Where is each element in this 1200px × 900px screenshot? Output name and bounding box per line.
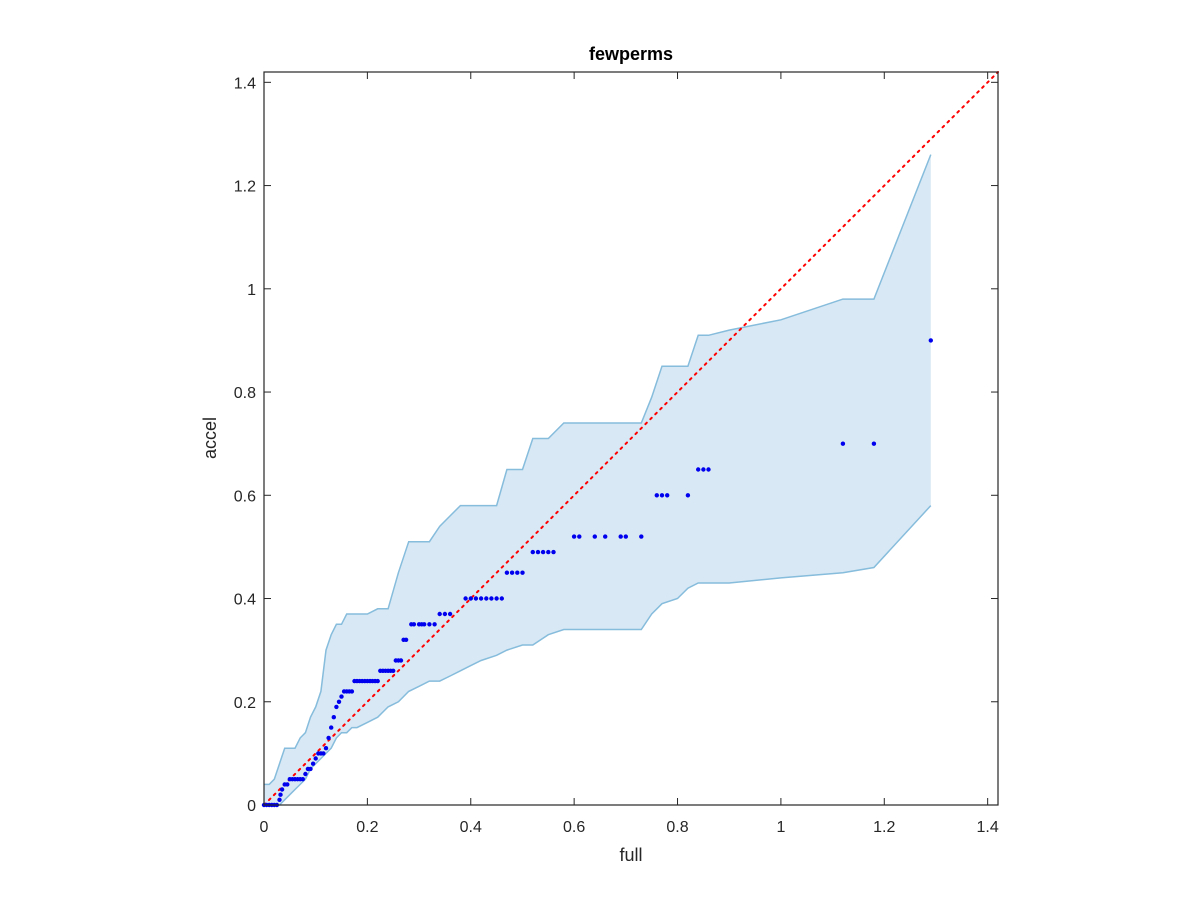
data-point [551,549,556,555]
chart-title: fewperms [589,44,673,64]
data-point [515,570,520,575]
data-point [577,534,582,539]
data-point [696,467,701,472]
data-point [494,596,499,601]
data-point [654,493,659,498]
x-ticks: 0 0.2 0.4 0.6 0.8 1 1.2 1.4 [260,72,999,836]
y-tick-label: 1.4 [234,75,256,92]
data-point [278,792,283,797]
data-point [336,699,342,704]
data-point [603,534,608,539]
data-point [422,622,427,627]
data-point [277,797,282,802]
data-point [659,493,665,498]
data-point [375,678,380,684]
data-point [540,549,546,555]
x-tick-label: 1.4 [977,819,999,836]
data-point [391,668,396,673]
x-axis-label: full [619,845,642,865]
confidence-band-lower-edge [264,505,932,806]
data-point [706,467,711,472]
x-tick-label: 0.4 [460,819,482,836]
y-axis-label: accel [200,417,220,459]
y-tick-label: 0.6 [234,488,256,505]
data-point [489,596,494,601]
data-point [427,622,432,627]
data-point [463,596,468,601]
data-point [530,549,535,555]
data-point [437,611,442,617]
data-point [520,570,525,575]
data-point [701,467,706,472]
data-point [665,493,670,498]
data-point [334,704,339,710]
data-point [279,787,285,792]
y-tick-label: 0.2 [234,695,256,712]
data-point [398,658,404,663]
data-point [473,596,479,601]
data-point [310,761,316,766]
data-point [447,611,453,617]
y-tick-label: 0 [247,798,256,815]
data-point [326,735,331,741]
reference-line [263,71,999,806]
confidence-band-upper-edge [264,154,932,786]
data-point [321,751,326,756]
data-point [571,534,577,539]
data-point [300,777,305,782]
data-point [623,534,628,539]
x-tick-label: 1 [776,819,785,836]
data-point [339,694,344,699]
data-point [685,493,691,498]
confidence-band [264,154,931,806]
data-point [285,782,290,787]
data-point [329,725,334,730]
x-tick-label: 0.2 [356,819,378,836]
data-point [313,756,318,761]
y-tick-label: 1 [247,282,256,299]
data-point [928,338,933,343]
x-tick-label: 0.6 [563,819,585,836]
data-point [442,611,448,617]
y-tick-label: 0.4 [234,592,256,609]
data-points [261,338,933,808]
data-point [403,637,409,642]
data-point [323,746,329,751]
data-point [432,622,437,627]
data-point [331,715,336,720]
data-point [509,570,515,575]
data-point [871,441,877,446]
data-point [349,689,355,694]
data-point [484,596,489,601]
plot-area [261,71,999,808]
data-point [411,622,417,627]
data-point [308,766,313,772]
data-point [639,534,644,539]
y-ticks: 0 0.2 0.4 0.6 0.8 1 1.2 1.4 [234,75,998,815]
x-tick-label: 1.2 [873,819,895,836]
data-point [535,549,541,555]
data-point [592,534,597,539]
x-tick-label: 0.8 [666,819,688,836]
y-tick-label: 0.8 [234,385,256,402]
data-point [499,596,504,601]
data-point [504,570,510,575]
data-point [478,596,484,601]
axes-box [263,71,999,806]
data-point [840,441,846,446]
data-point [546,549,551,555]
data-point [618,534,623,539]
data-point [303,771,308,777]
data-point [468,596,473,601]
x-tick-label: 0 [260,819,269,836]
y-tick-label: 1.2 [234,179,256,196]
